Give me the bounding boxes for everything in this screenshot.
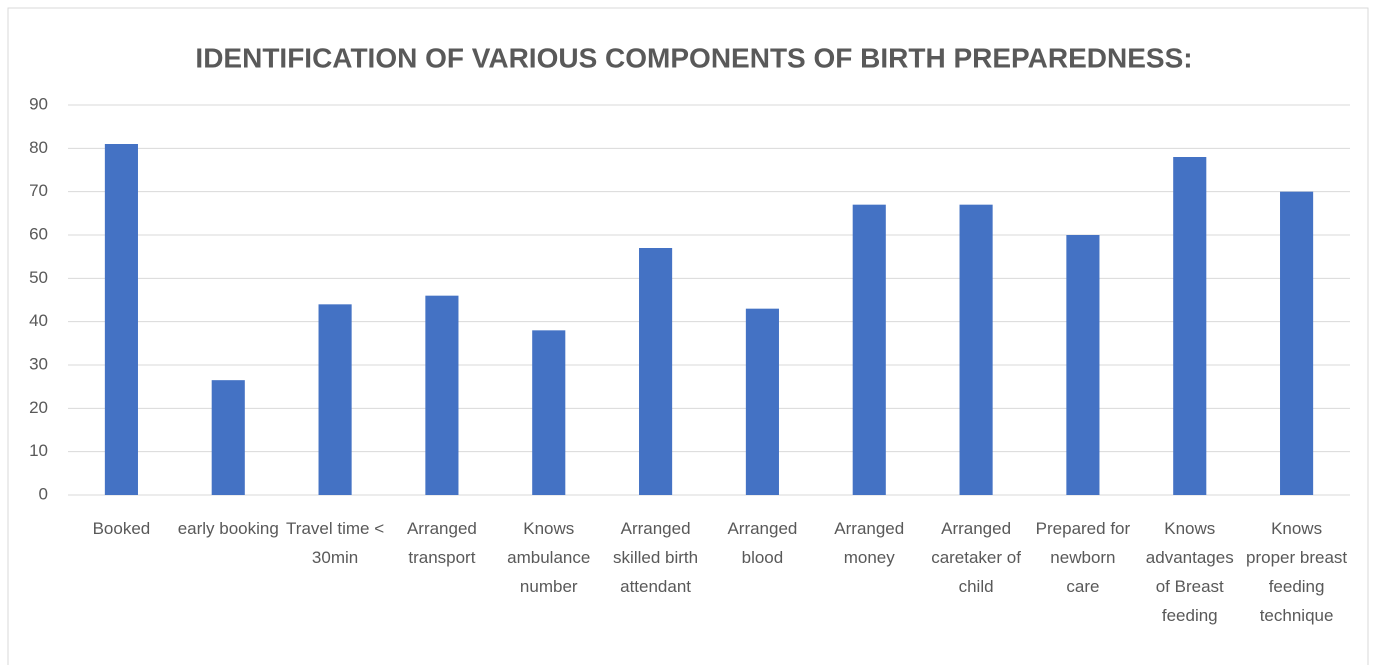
y-tick-label: 40 — [29, 311, 48, 330]
bar — [1066, 235, 1100, 495]
y-tick-label: 90 — [29, 94, 48, 113]
x-tick-label: Booked — [93, 519, 151, 538]
x-tick-label: Knows proper breast feeding technique — [1246, 519, 1347, 625]
chart-title: IDENTIFICATION OF VARIOUS COMPONENTS OF … — [195, 42, 1192, 73]
bar — [318, 304, 352, 495]
bar — [852, 204, 886, 495]
x-tick-label: early booking — [178, 519, 279, 538]
x-tick-label: Travel time <30min — [286, 519, 384, 567]
x-tick-label: Arranged skilled birth attendant — [613, 519, 698, 596]
bar — [211, 380, 245, 495]
x-tick-label: Arranged caretaker of child — [931, 519, 1021, 596]
x-tick-label: Knows ambulance number — [507, 519, 590, 596]
x-tick-label: Arranged transport — [407, 519, 477, 567]
y-tick-label: 10 — [29, 441, 48, 460]
bar — [745, 308, 779, 495]
bar — [1173, 157, 1207, 495]
x-tick-label: Arranged blood — [727, 519, 797, 567]
x-tick-label: Prepared for newborn care — [1036, 519, 1131, 596]
x-tick-label: Arranged money — [834, 519, 904, 567]
y-tick-label: 0 — [39, 484, 48, 503]
y-tick-label: 20 — [29, 398, 48, 417]
bar — [425, 295, 459, 495]
bar — [532, 330, 566, 495]
bar — [1280, 191, 1314, 495]
bar — [639, 248, 673, 495]
y-tick-label: 30 — [29, 354, 48, 373]
bar — [959, 204, 993, 495]
bar — [104, 144, 138, 495]
x-tick-label: Knows advantages of Breast feeding — [1146, 519, 1234, 625]
y-tick-label: 70 — [29, 181, 48, 200]
y-tick-label: 80 — [29, 138, 48, 157]
y-tick-label: 60 — [29, 224, 48, 243]
chart-frame — [7, 7, 1369, 665]
y-tick-label: 50 — [29, 268, 48, 287]
